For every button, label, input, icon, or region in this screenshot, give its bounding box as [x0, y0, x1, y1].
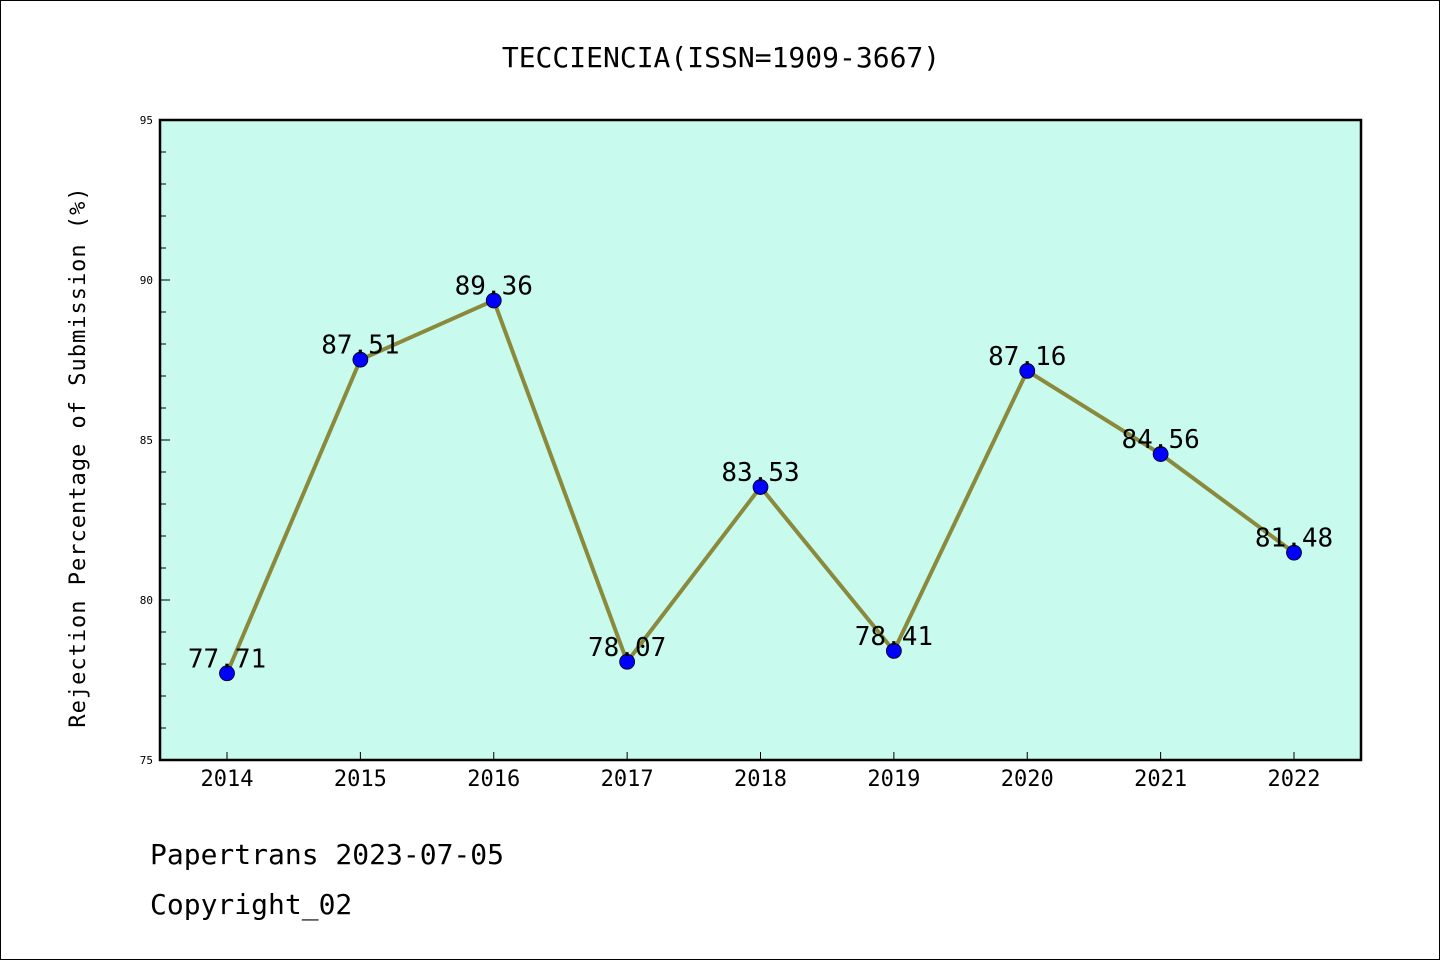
x-tick-label: 2018: [734, 767, 787, 792]
x-tick-label: 2019: [867, 767, 920, 792]
data-point: [752, 479, 769, 495]
data-label: 81.48: [1255, 524, 1333, 554]
data-point: [219, 665, 235, 682]
y-tick-labels: 75 80 85 90 95: [140, 114, 153, 767]
y-tick-label: 90: [140, 274, 153, 287]
data-label: 89.36: [455, 271, 533, 301]
footer-date: Papertrans 2023-07-05: [150, 838, 504, 871]
data-point: [352, 351, 369, 368]
data-label: 87.16: [988, 342, 1066, 372]
data-point: [1286, 544, 1302, 561]
data-label: 78.07: [588, 633, 666, 663]
y-tick-label: 85: [140, 434, 153, 447]
data-labels: 77.71 87.51 89.36 78.07 83.53 78.41 87.16 84.56…: [188, 271, 1333, 674]
x-tick-label: 2014: [201, 767, 254, 792]
data-label: 77.71: [188, 644, 266, 674]
x-tick-label: 2017: [601, 767, 654, 792]
x-tick-label: 2020: [1001, 767, 1054, 792]
data-label: 84.56: [1121, 425, 1199, 455]
data-label: 78.41: [855, 622, 933, 652]
data-point: [1019, 362, 1036, 379]
plot-border: [158, 118, 1363, 762]
data-markers: [219, 292, 1302, 682]
x-tick-label: 2015: [334, 767, 387, 792]
data-point: [1152, 446, 1169, 462]
data-point: [485, 292, 502, 309]
plot-area: [160, 120, 1361, 760]
chart-title: TECCIENCIA(ISSN=1909-3667): [502, 41, 940, 74]
x-tick-label: 2021: [1134, 767, 1187, 792]
data-label: 87.51: [321, 331, 399, 361]
y-tick-label: 80: [140, 594, 153, 607]
y-axis-label: Rejection Percentage of Submission (%): [66, 186, 91, 727]
x-tick-labels: 2014 2015 2016 2017 2018 2019 2020 2021 2022: [201, 767, 1321, 792]
y-tick-label: 95: [140, 114, 153, 127]
x-tick-label: 2022: [1268, 767, 1321, 792]
data-point: [885, 642, 902, 659]
y-tick-label: 75: [140, 754, 153, 767]
x-tick-label: 2016: [467, 767, 520, 792]
footer-copyright: Copyright_02: [150, 888, 352, 922]
data-point: [619, 653, 636, 670]
data-label: 83.53: [721, 458, 799, 488]
